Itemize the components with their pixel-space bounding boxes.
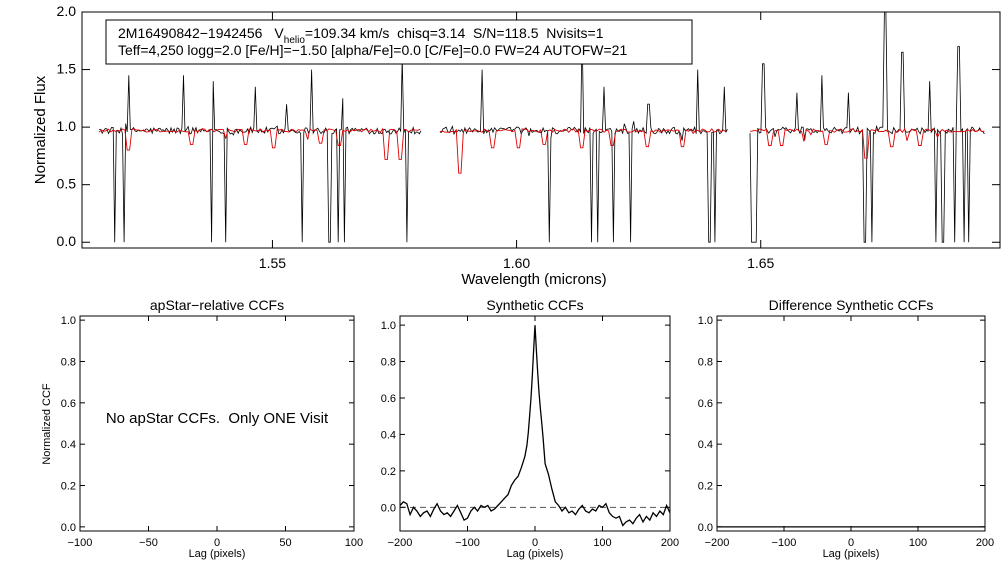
synthetic-y-tick-label: 0.2	[381, 466, 396, 478]
synthetic-y-tick-label: 0.4	[381, 429, 396, 441]
difference-y-tick-label: 0.2	[698, 481, 713, 493]
spectrum-x-tick-label: 1.65	[747, 255, 774, 271]
synthetic-x-tick-label: −200	[388, 537, 413, 549]
difference-y-tick-label: 1.0	[698, 315, 713, 327]
difference-x-tick-label: 200	[976, 537, 994, 549]
apstar-y-axis-label: Normalized CCF	[41, 383, 53, 465]
synthetic-panel-title: Synthetic CCFs	[486, 297, 583, 313]
synthetic-x-tick-label: −100	[455, 537, 480, 549]
difference-x-tick-label: 100	[909, 537, 927, 549]
vhelio-symbol: V	[274, 25, 284, 41]
info-line-1: 2M16490842−1942456 Vhelio=109.34 km/s chi…	[118, 25, 604, 46]
no-ccf-message: No apStar CCFs. Only ONE Visit	[106, 410, 329, 427]
spectrum-axes: 1.55 1.60 1.65 0.0 0.5 1.0 1.5 2.0	[57, 3, 1000, 271]
observed-spectrum-line	[99, 57, 422, 243]
synthetic-y-tick-label: 0.6	[381, 393, 396, 405]
apstar-x-tick-label: −100	[68, 537, 93, 549]
apstar-x-tick-label: −50	[139, 537, 158, 549]
apstar-x-tick-label: 0	[214, 537, 220, 549]
synthetic-ccf-panel: Synthetic CCFs −200 −100 0 100 200 0.0 0.2 0.4 0…	[381, 297, 679, 560]
spectrum-y-tick-label: 1.0	[57, 118, 77, 134]
apstar-axes: −100 −50 0 50 100 0.0 0.2 0.4 0.6 0.8 1.0	[61, 315, 363, 549]
difference-x-tick-label: −100	[772, 537, 797, 549]
spectrum-y-tick-label: 1.5	[57, 61, 77, 77]
spectrum-y-tick-label: 2.0	[57, 3, 77, 19]
spectrum-x-tick-label: 1.55	[259, 255, 286, 271]
difference-ccf-panel: Difference Synthetic CCFs −200 −100 0 100 20…	[698, 297, 994, 560]
apstar-y-tick-label: 0.2	[61, 481, 76, 493]
apstar-y-tick-label: 0.4	[61, 439, 76, 451]
synthetic-y-tick-label: 1.0	[381, 320, 396, 332]
spectrum-plot-frame	[81, 11, 1001, 249]
info-annotation-box	[105, 19, 693, 65]
apstar-y-tick-label: 0.6	[61, 398, 76, 410]
spectrum-data-layer	[98, 11, 985, 243]
synthetic-y-tick-label: 0.0	[381, 502, 396, 514]
info-line-2: Teff=4,250 logg=2.0 [Fe/H]=−1.50 [alpha/…	[118, 42, 627, 58]
apstar-x-tick-label: 100	[345, 537, 363, 549]
model-spectrum-line	[749, 127, 985, 159]
difference-x-axis-label: Lag (pixels)	[823, 548, 880, 560]
spectrum-x-axis-label: Wavelength (microns)	[461, 271, 606, 288]
spectrum-panel: 1.55 1.60 1.65 0.0 0.5 1.0 1.5 2.0 Wavelength (…	[32, 3, 1001, 288]
apstar-y-tick-label: 0.0	[61, 522, 76, 534]
apstar-y-tick-label: 1.0	[61, 315, 76, 327]
difference-panel-title: Difference Synthetic CCFs	[769, 297, 934, 313]
spectrum-y-axis-label: Normalized Flux	[32, 75, 49, 184]
spectrum-x-tick-label: 1.60	[503, 255, 530, 271]
difference-x-tick-label: 0	[848, 537, 854, 549]
apstar-ccf-panel: apStar−relative CCFs −100 −50 0 50 100 0.0 0.2…	[41, 297, 363, 560]
apstar-panel-title: apStar−relative CCFs	[150, 297, 284, 313]
difference-y-tick-label: 0.4	[698, 439, 713, 451]
synthetic-x-tick-label: 200	[661, 537, 679, 549]
star-id: 2M16490842−1942456	[118, 25, 263, 41]
apstar-x-tick-label: 50	[279, 537, 291, 549]
difference-axes: −200 −100 0 100 200 0.0 0.2 0.4 0.6 0.8 1.0	[698, 315, 994, 549]
spectrum-y-tick-label: 0.0	[57, 233, 77, 249]
difference-x-tick-label: −200	[705, 537, 730, 549]
synthetic-x-tick-label: 100	[593, 537, 611, 549]
synthetic-data-layer	[399, 325, 671, 527]
fit-statistics: =109.34 km/s chisq=3.14 S/N=118.5 Nvisit…	[305, 25, 604, 41]
difference-y-tick-label: 0.0	[698, 522, 713, 534]
difference-y-tick-label: 0.8	[698, 356, 713, 368]
model-spectrum-line	[439, 128, 727, 174]
difference-y-tick-label: 0.6	[698, 398, 713, 410]
synthetic-axes: −200 −100 0 100 200 0.0 0.2 0.4 0.6 0.8 1.0	[381, 316, 679, 549]
spectrum-y-tick-label: 0.5	[57, 176, 77, 192]
synthetic-x-axis-label: Lag (pixels)	[507, 548, 564, 560]
model-spectrum-line	[98, 127, 421, 160]
vhelio-subscript: helio	[284, 35, 306, 46]
apstar-y-tick-label: 0.8	[61, 356, 76, 368]
apstar-x-axis-label: Lag (pixels)	[189, 548, 246, 560]
synthetic-ccf-line	[399, 325, 671, 527]
synthetic-x-tick-label: 0	[532, 537, 538, 549]
synthetic-y-tick-label: 0.8	[381, 357, 396, 369]
